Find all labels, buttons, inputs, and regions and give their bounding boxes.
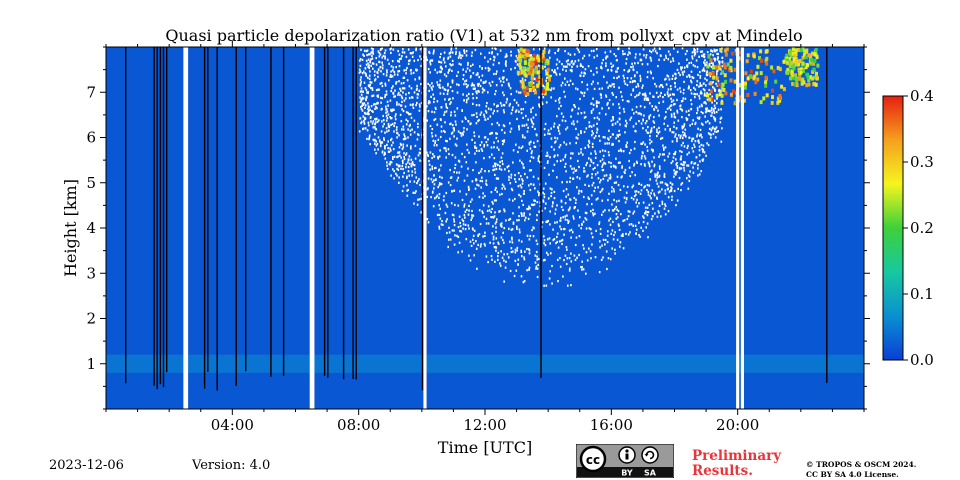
colorbar-tick-label: 0.3 — [910, 153, 934, 171]
share-alike-icon — [641, 446, 659, 464]
colorbar-tick-label: 0.1 — [910, 285, 934, 303]
no-data-gap — [736, 47, 740, 409]
prelim-line-1: Preliminary — [692, 448, 782, 464]
x-tick-label: 12:00 — [463, 416, 506, 434]
preliminary-results-note: Preliminary Results. — [692, 449, 781, 479]
cloud-profile — [355, 47, 357, 380]
cloud-profile — [203, 47, 206, 389]
x-tick-label: 20:00 — [716, 416, 759, 434]
colorbar-tick-label: 0.0 — [910, 351, 934, 369]
y-tick-label: 5 — [86, 174, 96, 192]
y-tick-label: 6 — [86, 129, 96, 147]
y-tick-label: 3 — [86, 264, 96, 282]
cloud-profile — [421, 47, 424, 391]
prelim-line-2: Results. — [692, 463, 753, 479]
no-data-gap — [309, 47, 315, 409]
x-tick-label: 08:00 — [337, 416, 380, 434]
footer-version: Version: 4.0 — [192, 458, 271, 473]
chart-title: Quasi particle depolarization ratio (V1)… — [165, 26, 802, 45]
colorbar-tick-label: 0.2 — [910, 219, 934, 237]
copyright-line-2: CC BY SA 4.0 License. — [806, 470, 899, 479]
cloud-profile — [153, 47, 155, 386]
x-axis: 04:00 08:00 12:00 16:00 20:00 — [105, 41, 865, 434]
cloud-profile — [166, 47, 168, 373]
high-depolarization-region — [785, 47, 820, 88]
cloud-profile — [342, 47, 345, 380]
y-tick-label: 1 — [86, 355, 96, 373]
cloud-profile — [245, 47, 247, 372]
y-axis-label: Height [km] — [61, 179, 80, 277]
cc-label: cc — [586, 453, 600, 467]
copyright-line-1: © TROPOS & OSCM 2024. — [806, 460, 917, 469]
y-tick-label: 4 — [86, 219, 96, 237]
y-tick-label: 2 — [86, 310, 96, 328]
cloud-profile — [327, 47, 329, 378]
colorbar-tick-label: 0.4 — [910, 87, 934, 105]
colorbar: 0.0 0.1 0.2 0.3 0.4 — [882, 87, 934, 369]
footer-date: 2023-12-06 — [49, 458, 124, 473]
y-tick-label: 7 — [86, 83, 96, 101]
cc-by-sa-badge: cc BY SA — [576, 444, 674, 478]
cloud-profile — [159, 47, 162, 385]
cloud-profile — [826, 47, 828, 383]
cloud-profile — [207, 47, 209, 373]
aerosol-layer — [106, 354, 864, 373]
colorbar-gradient — [882, 95, 904, 361]
cloud-profile — [125, 47, 127, 384]
high-depolarization-region — [516, 47, 551, 97]
cloud-profile — [270, 47, 272, 377]
cloud-profile — [156, 47, 158, 390]
plot-area — [106, 47, 864, 409]
cc-logo-icon — [579, 445, 607, 473]
cloud-profile — [540, 47, 542, 378]
copyright-note: © TROPOS & OSCM 2024. CC BY SA 4.0 Licen… — [806, 460, 916, 480]
by-label: BY — [621, 469, 633, 478]
sa-label: SA — [644, 469, 657, 478]
x-tick-label: 16:00 — [590, 416, 633, 434]
x-tick-label: 04:00 — [211, 416, 254, 434]
cloud-profile — [162, 47, 165, 388]
y-axis: 1 2 3 4 5 6 7 — [86, 46, 870, 410]
cloud-profile — [216, 47, 218, 391]
no-data-gap — [740, 47, 744, 409]
cloud-profile — [352, 47, 354, 379]
high-depolarization-region — [706, 47, 788, 106]
x-axis-label: Time [UTC] — [438, 438, 532, 457]
no-data-gap — [423, 47, 427, 409]
cloud-profile — [323, 47, 326, 376]
no-data-gap — [183, 47, 189, 409]
cloud-profile — [282, 47, 285, 376]
cloud-profile — [235, 47, 237, 387]
